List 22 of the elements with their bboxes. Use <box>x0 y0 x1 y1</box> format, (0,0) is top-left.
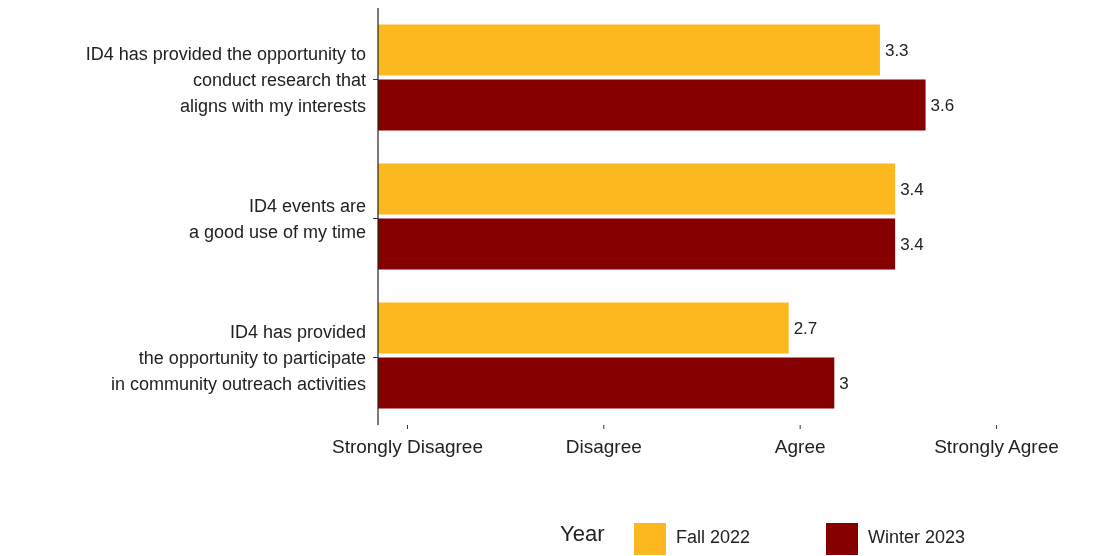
data-label: 3 <box>839 373 849 393</box>
data-label: 3.4 <box>900 234 924 254</box>
bar <box>378 218 896 270</box>
bar <box>378 163 896 215</box>
y-tick-label: ID4 has provided the opportunity to participate in community outreach activities <box>110 321 366 394</box>
text: Agree <box>774 436 826 457</box>
text: Strongly Agree <box>934 436 1059 457</box>
text: Strongly Disagree <box>331 436 483 457</box>
y-tick-label: ID4 has provided the opportunity to conduct research that aligns with my interests <box>85 43 366 116</box>
bar <box>378 79 926 131</box>
legend-label: Fall 2022 <box>676 526 751 547</box>
bar <box>378 302 789 354</box>
legend-label: Winter 2023 <box>868 526 966 547</box>
bar <box>378 357 835 409</box>
data-label: 3.3 <box>884 40 909 60</box>
data-label: 2.7 <box>793 318 818 338</box>
legend-title: Year <box>560 521 605 546</box>
text: Disagree <box>565 436 642 457</box>
bar <box>378 24 880 76</box>
y-tick-label: ID4 events are a good use of my time <box>188 195 366 242</box>
data-label: 3.6 <box>930 95 955 115</box>
data-label: 3.4 <box>900 179 924 199</box>
